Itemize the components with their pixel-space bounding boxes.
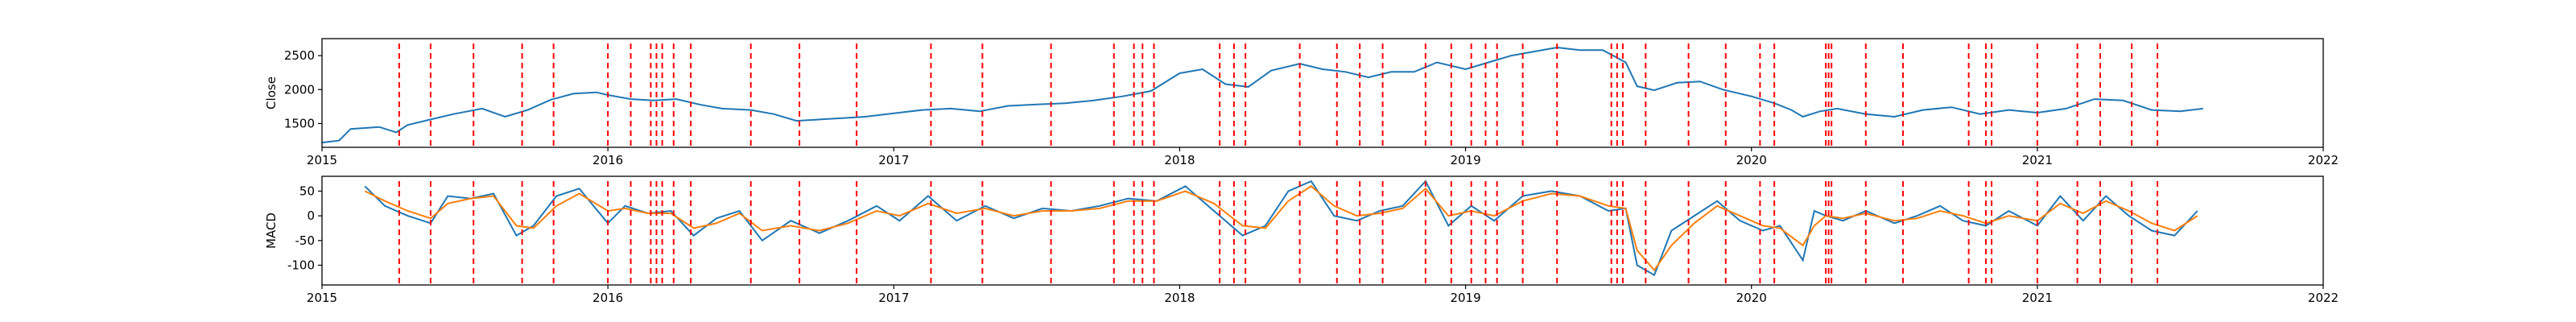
y-tick-label: 0 (307, 208, 315, 223)
x-tick-label: 2019 (1450, 153, 1480, 167)
x-tick-label: 2020 (1736, 153, 1767, 167)
x-tick-label: 2020 (1736, 291, 1767, 305)
x-tick-label: 2017 (878, 153, 909, 167)
y-axis-label: Close (264, 76, 279, 109)
x-tick-label: 2015 (307, 153, 337, 167)
close-price-panel: 2015 2016 2017 2018 2019 2020 2021 2022 1500 2000… (264, 38, 2339, 167)
macd-panel: 2015 2016 2017 2018 2019 2020 2021 2022 50 0 -50 -1… (264, 175, 2339, 305)
x-tick-label: 2016 (592, 291, 623, 305)
y-tick-label: 2000 (284, 82, 315, 97)
y-tick-label: 1500 (284, 116, 315, 130)
series-line-0 (321, 46, 2203, 144)
series-line-0 (364, 180, 2198, 277)
x-tick-label: 2017 (878, 291, 909, 305)
y-tick-label: 2500 (284, 48, 315, 63)
x-tick-label: 2021 (2022, 291, 2053, 305)
series-line-1 (364, 185, 2198, 272)
x-tick-label: 2022 (2308, 153, 2339, 167)
x-tick-label: 2019 (1450, 291, 1480, 305)
y-axis-label: MACD (264, 213, 279, 249)
y-tick-label: -50 (295, 233, 316, 248)
y-tick-label: -100 (287, 258, 315, 272)
x-tick-label: 2018 (1164, 291, 1195, 305)
x-tick-label: 2015 (307, 291, 337, 305)
axes-frame (321, 38, 2324, 148)
y-tick-label: 50 (299, 184, 315, 198)
x-tick-label: 2021 (2022, 153, 2053, 167)
x-tick-label: 2018 (1164, 153, 1195, 167)
x-tick-label: 2022 (2308, 291, 2339, 305)
x-tick-label: 2016 (592, 153, 623, 167)
axes-frame (321, 175, 2324, 286)
